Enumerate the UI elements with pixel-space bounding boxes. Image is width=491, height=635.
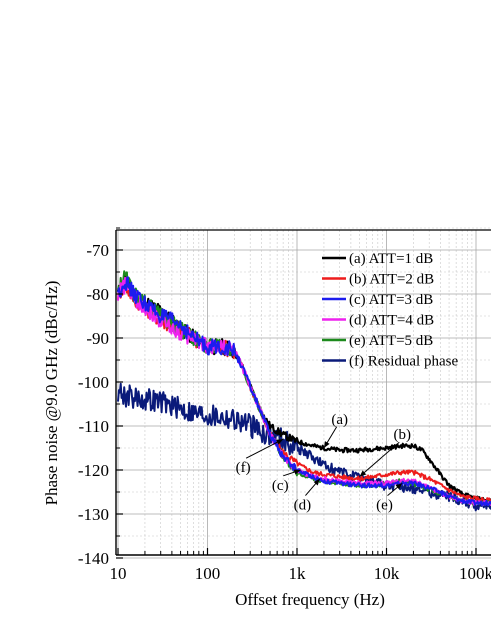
axes xyxy=(115,229,491,556)
series-line xyxy=(117,382,491,512)
annotation-label: (e) xyxy=(376,498,393,514)
y-tick-label: -140 xyxy=(78,549,109,568)
annotation-arrow xyxy=(359,441,400,477)
legend-entry: (e) ATT=5 dB xyxy=(349,333,433,349)
legend-entry: (d) ATT=4 dB xyxy=(349,313,434,329)
annotation-arrowhead xyxy=(276,439,284,445)
y-tick-label: -110 xyxy=(78,417,109,436)
annotation-label: (d) xyxy=(294,498,312,514)
y-tick-label: -100 xyxy=(78,373,109,392)
legend-entry: (f) Residual phase xyxy=(349,354,458,370)
major-grid xyxy=(116,230,491,559)
x-tick-label: 10k xyxy=(374,564,400,583)
x-tick-label: 100k xyxy=(459,564,491,583)
x-tick-label: 10 xyxy=(110,564,127,583)
x-tick-label: 1k xyxy=(289,564,307,583)
y-tick-label: -90 xyxy=(86,329,109,348)
y-tick-label: -70 xyxy=(86,241,109,260)
annotation-arrowhead xyxy=(313,478,320,486)
legend-entry: (b) ATT=2 dB xyxy=(349,272,434,288)
annotation-label: (f) xyxy=(236,460,251,476)
annotations: (a) (b) (c) (d) (e) (f) xyxy=(236,412,411,514)
legend-entry: (c) ATT=3 dB xyxy=(349,292,433,308)
annotation-arrowhead xyxy=(359,470,367,477)
annotation-arrowhead xyxy=(395,483,403,490)
series-line xyxy=(116,275,491,504)
legend: (a) ATT=1 dB (b) ATT=2 dB (c) ATT=3 dB (d) … xyxy=(322,251,458,370)
annotation-label: (c) xyxy=(272,478,289,494)
y-axis-label: Phase noise @9.0 GHz (dBc/Hz) xyxy=(42,281,61,506)
annotation-label: (a) xyxy=(331,412,348,428)
annotation-arrow xyxy=(245,438,284,459)
legend-entry: (a) ATT=1 dB xyxy=(349,251,433,267)
annotation-arrowhead xyxy=(323,441,330,448)
tick-labels: 10 100 1k 10k 100k -70 -80 -90 -100 -110 -120 -130 -… xyxy=(78,241,491,583)
series-line xyxy=(117,276,491,506)
series-line xyxy=(117,276,491,507)
annotation-label: (b) xyxy=(394,427,412,443)
ticks xyxy=(116,227,477,559)
y-tick-label: -120 xyxy=(78,461,109,480)
annotation-arrowhead xyxy=(293,469,301,475)
y-tick-label: -80 xyxy=(86,285,109,304)
plot-lines xyxy=(116,270,491,512)
y-tick-label: -130 xyxy=(78,505,109,524)
x-axis-label: Offset frequency (Hz) xyxy=(235,590,385,609)
x-tick-label: 100 xyxy=(195,564,221,583)
